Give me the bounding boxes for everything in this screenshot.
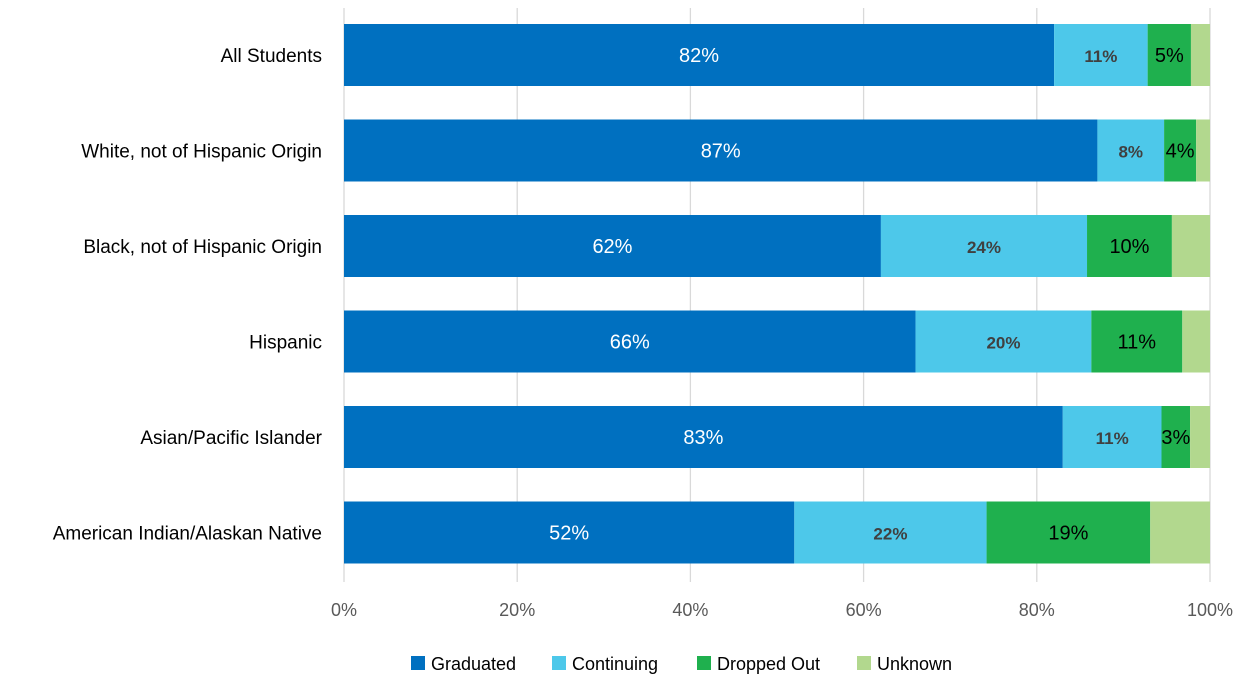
bar-segment-unknown-4 (1190, 406, 1210, 468)
legend-label-unknown: Unknown (877, 654, 952, 674)
category-label-3: Hispanic (249, 333, 322, 354)
x-tick-label-4: 80% (1019, 600, 1055, 620)
data-label-dropped-out-3: 11% (1118, 332, 1157, 354)
legend-label-graduated: Graduated (431, 654, 516, 674)
bar-segment-dropped-out-3 (1091, 310, 1183, 373)
data-label-continuing-2: 24% (967, 238, 1001, 257)
bar-segment-graduated-0 (344, 24, 1055, 86)
legend-swatch-dropped-out (697, 656, 711, 670)
bar-segment-graduated-2 (344, 215, 881, 277)
category-labels: All Students White, not of Hispanic Origi… (53, 46, 323, 545)
legend-label-continuing: Continuing (572, 654, 658, 674)
bar-segment-graduated-4 (344, 406, 1063, 468)
data-label-dropped-out-1: 4% (1166, 141, 1195, 163)
data-label-graduated-3: 66% (610, 332, 650, 354)
bar-segment-dropped-out-4 (1161, 406, 1191, 468)
gridlines (343, 8, 1211, 582)
data-label-dropped-out-4: 3% (1161, 427, 1190, 449)
legend-label-dropped-out: Dropped Out (717, 654, 820, 674)
bar-segment-unknown-2 (1171, 215, 1210, 277)
bar-segment-continuing-3 (915, 310, 1092, 373)
bar-segment-dropped-out-5 (986, 501, 1151, 564)
bar-segment-graduated-3 (344, 310, 916, 373)
bar-segment-continuing-1 (1097, 119, 1165, 182)
bars: 82% 11% 5% 87% 8% 4% 62% 24% 10% 66% 20% 11% 83% 11% 3… (344, 24, 1210, 564)
bar-segment-dropped-out-1 (1164, 119, 1197, 182)
category-label-1: White, not of Hispanic Origin (81, 142, 322, 163)
bar-segment-dropped-out-2 (1087, 215, 1172, 277)
x-tick-label-1: 20% (499, 600, 535, 620)
bar-segment-unknown-5 (1150, 501, 1210, 564)
legend-swatch-graduated (411, 656, 425, 670)
bar-segment-dropped-out-0 (1147, 24, 1191, 86)
bar-segment-continuing-4 (1062, 406, 1162, 468)
x-tick-label-3: 60% (846, 600, 882, 620)
bar-segment-unknown-3 (1182, 310, 1210, 373)
data-label-graduated-5: 52% (549, 523, 589, 545)
x-tick-label-2: 40% (672, 600, 708, 620)
legend-swatch-unknown (857, 656, 871, 670)
bar-segment-unknown-1 (1196, 119, 1210, 182)
category-label-4: Asian/Pacific Islander (140, 428, 322, 449)
bar-segment-graduated-5 (344, 501, 795, 564)
data-label-graduated-2: 62% (592, 236, 632, 258)
data-label-continuing-5: 22% (873, 525, 907, 544)
legend-swatch-continuing (552, 656, 566, 670)
data-label-continuing-3: 20% (986, 334, 1020, 353)
bar-segment-graduated-1 (344, 119, 1098, 182)
data-label-graduated-1: 87% (701, 141, 741, 163)
x-axis-tick-labels: 0% 20% 40% 60% 80% 100% (331, 600, 1233, 620)
x-tick-label-0: 0% (331, 600, 357, 620)
data-label-dropped-out-2: 10% (1109, 236, 1149, 258)
bar-segment-continuing-5 (794, 501, 987, 564)
data-label-continuing-0: 11% (1084, 47, 1117, 66)
x-tick-label-5: 100% (1187, 600, 1233, 620)
data-label-continuing-1: 8% (1118, 143, 1143, 162)
bar-segment-unknown-0 (1190, 24, 1210, 86)
bar-segment-continuing-0 (1054, 24, 1148, 86)
category-label-5: American Indian/Alaskan Native (53, 524, 322, 545)
data-label-dropped-out-5: 19% (1048, 523, 1088, 545)
category-label-0: All Students (221, 46, 322, 67)
bar-segment-continuing-2 (880, 215, 1088, 277)
legend: Graduated Continuing Dropped Out Unknown (411, 654, 952, 674)
data-label-dropped-out-0: 5% (1155, 45, 1184, 67)
data-label-graduated-4: 83% (683, 427, 723, 449)
data-label-continuing-4: 11% (1096, 429, 1129, 448)
category-label-2: Black, not of Hispanic Origin (83, 237, 322, 258)
data-label-graduated-0: 82% (679, 45, 719, 67)
